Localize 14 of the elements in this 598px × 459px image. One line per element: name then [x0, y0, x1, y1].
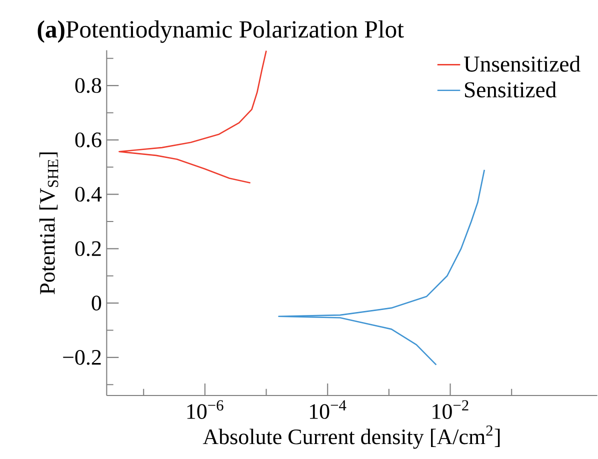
x-tick-label: 10$^{−4}$: [310, 400, 346, 419]
legend-label: Unsensitized: [464, 56, 580, 72]
y-tick-label: 0.4: [75, 186, 102, 202]
y-tick-label: 0.8: [75, 78, 102, 94]
chart-title: (a)Potentiodynamic Polarization Plot: [38, 20, 404, 43]
y-tick-label: 0.2: [75, 241, 101, 256]
x-tick-label: 10$^{−6}$: [187, 400, 224, 419]
y-tick-label: −0.2: [63, 350, 101, 365]
y-tick-label: 0.6: [75, 132, 102, 148]
y-axis-title: Potential [V$_{SHE}$]: [39, 152, 58, 294]
y-tick-label: 0: [92, 296, 102, 310]
legend-label: Sensitized: [465, 82, 556, 98]
x-axis-title: Absolute Current density [A/cm$^{2}$]: [202, 426, 500, 449]
x-tick-label: 10$^{−2}$: [432, 400, 468, 419]
